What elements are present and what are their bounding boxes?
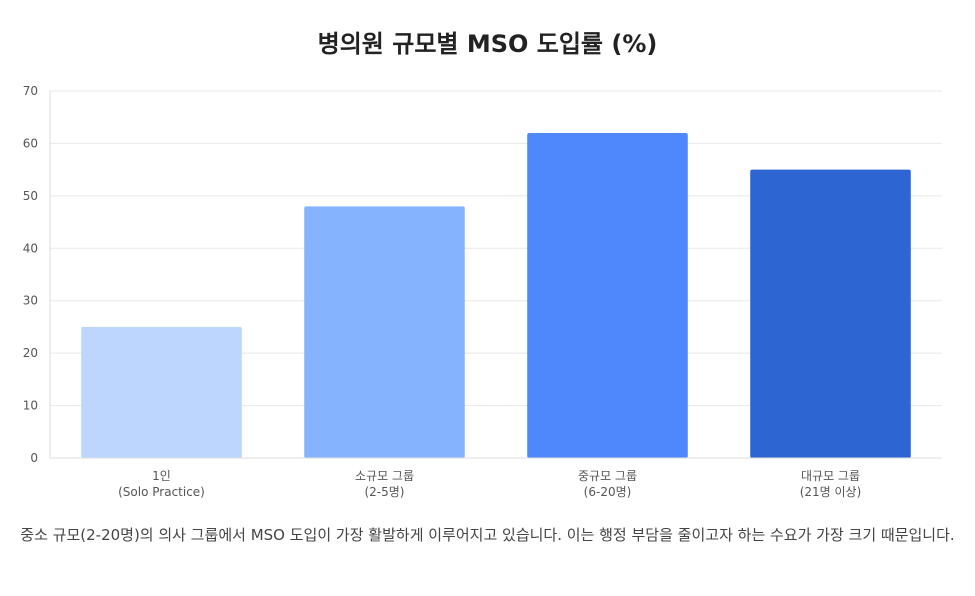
x-tick-label-3-line-2: (6-20명) <box>584 485 632 499</box>
x-tick-label-1-line-1: 1인 <box>152 469 171 483</box>
x-tick-label-2-line-2: (2-5명) <box>364 485 404 499</box>
chart-caption: 중소 규모(2-20명)의 의사 그룹에서 MSO 도입이 가장 활발하게 이루… <box>20 526 955 544</box>
bar-4 <box>750 169 911 458</box>
x-tick-label-4-line-2: (21명 이상) <box>800 485 862 499</box>
y-tick-label-60: 60 <box>23 136 38 150</box>
y-tick-label-20: 20 <box>23 346 38 360</box>
x-tick-label-2-line-1: 소규모 그룹 <box>355 469 414 483</box>
x-tick-label-1-line-2: (Solo Practice) <box>118 485 205 499</box>
bar-1 <box>81 326 242 458</box>
bar-chart: 0 10 20 30 40 50 60 70 1인 (Solo Practice) 소규모 그룹 (2… <box>23 84 942 499</box>
y-tick-label-50: 50 <box>23 189 38 203</box>
y-tick-label-70: 70 <box>23 84 38 98</box>
axes <box>49 91 942 459</box>
y-tick-label-30: 30 <box>23 294 38 308</box>
y-tick-label-0: 0 <box>30 451 38 465</box>
x-tick-label-3-line-1: 중규모 그룹 <box>578 469 637 483</box>
chart-title: 병의원 규모별 MSO 도입률 (%) <box>317 30 658 58</box>
x-tick-label-4-line-1: 대규모 그룹 <box>801 469 860 483</box>
bar-3 <box>527 132 688 458</box>
bars <box>81 132 911 458</box>
y-tick-label-40: 40 <box>23 241 38 255</box>
bar-2 <box>304 206 465 458</box>
labels: 0 10 20 30 40 50 60 70 1인 (Solo Practice) 소규모 그룹 (2… <box>23 84 862 499</box>
y-tick-label-10: 10 <box>23 399 38 413</box>
